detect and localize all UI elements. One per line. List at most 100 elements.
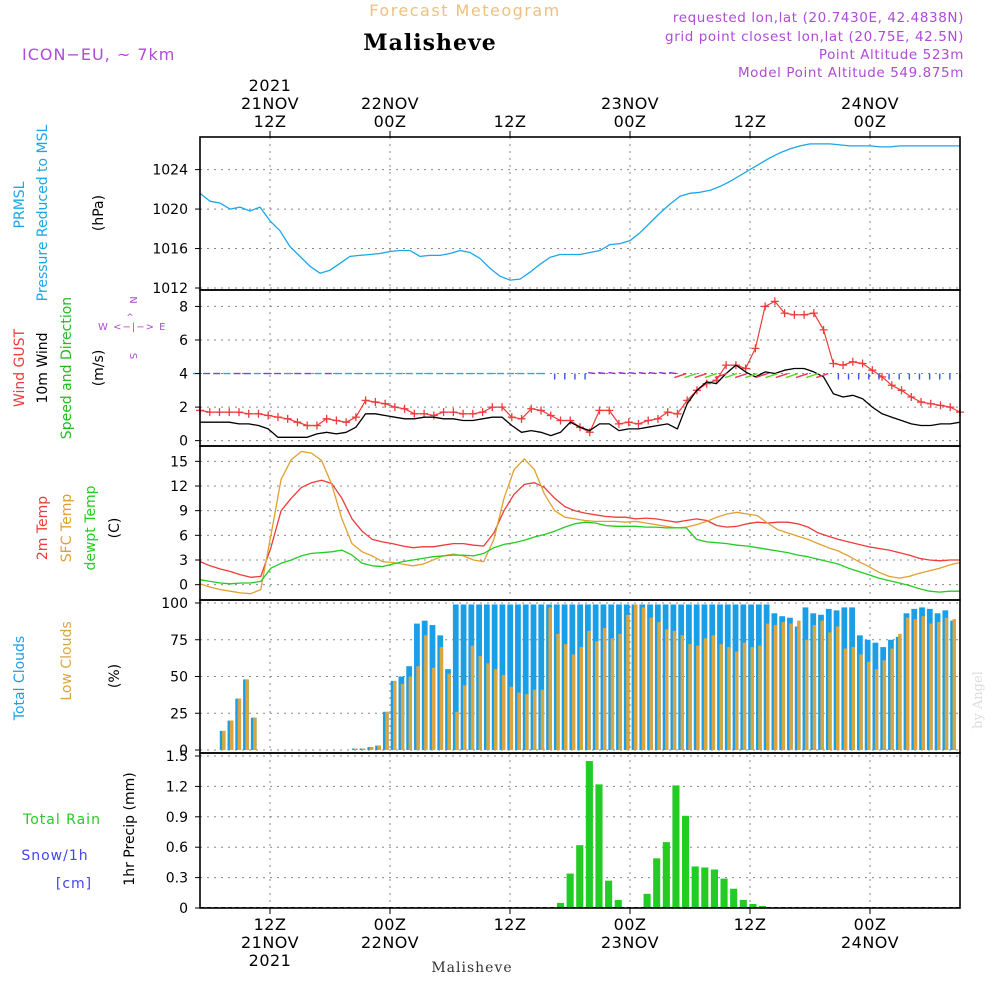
gust-marker [507, 413, 516, 422]
low-cloud-bar [797, 620, 801, 750]
low-cloud-bar [540, 689, 545, 750]
low-cloud-bar [703, 638, 708, 750]
low-clouds-label: Low Clouds [59, 621, 75, 700]
gust-marker [858, 359, 867, 368]
x-tick-label-bottom: 00Z [614, 915, 647, 934]
x-tick-label-bottom: 00Z [374, 915, 407, 934]
y-tick-label: 100 [161, 596, 188, 612]
gust-marker [342, 418, 351, 427]
gust-marker [449, 408, 458, 417]
gust-marker [595, 406, 604, 415]
y-tick-label: 0 [179, 434, 188, 450]
wind-arrow [816, 372, 829, 379]
low-cloud-bar [602, 627, 607, 750]
low-cloud-bar [672, 630, 677, 750]
low-cloud-bar [431, 667, 436, 750]
low-cloud-bar [859, 654, 863, 750]
x-tick-label-bottom: 12Z [734, 915, 767, 934]
gust-marker [332, 416, 341, 425]
clouds-unit-label: (%) [107, 664, 123, 688]
low-cloud-bar [688, 644, 692, 750]
x-tick-label-top: 12Z [734, 112, 767, 131]
gust-marker [361, 396, 370, 405]
low-cloud-bar [665, 629, 669, 750]
low-cloud-bar [525, 694, 529, 750]
low-cloud-bar [867, 661, 871, 750]
gust-marker [527, 404, 536, 413]
gust-marker [400, 404, 409, 413]
label-layer: N S W <−|−> E^ PRMSL Pressure Reduced to MSL… [12, 124, 165, 892]
gust-marker [225, 408, 234, 417]
wind-arrow [765, 372, 778, 379]
gust-marker [264, 411, 273, 420]
compass-south: S [127, 353, 138, 359]
low-cloud-bar [587, 630, 591, 750]
rain-bar [662, 842, 670, 908]
low-cloud-bar [532, 689, 537, 750]
wind-arrow [674, 372, 687, 379]
gust-marker [351, 413, 360, 422]
y-tick-label: 6 [179, 528, 188, 544]
total-cloud-bar [460, 604, 467, 750]
wind-arrow [775, 372, 788, 379]
wind-arrow [745, 372, 758, 379]
rain-bar [758, 905, 767, 908]
y-tick-label: 0 [179, 743, 188, 759]
low-cloud-bar [680, 635, 685, 750]
low-cloud-bar [416, 666, 420, 750]
total-cloud-bar [452, 604, 459, 750]
y-tick-label: 2 [179, 400, 188, 416]
low-cloud-bar [462, 685, 467, 750]
rain-bar [605, 880, 613, 908]
y-tick-label: 75 [170, 633, 188, 649]
low-cloud-bar [758, 645, 762, 750]
gust-marker [848, 357, 857, 366]
low-cloud-bar [470, 645, 475, 750]
low-cloud-bar [361, 748, 366, 750]
precip-unit-label: 1hr Precip (mm) [122, 772, 138, 885]
low-cloud-bar [517, 692, 521, 750]
gust-marker [761, 302, 770, 311]
gust-marker [644, 416, 653, 425]
temp-2m-label: 2m Temp [35, 496, 51, 560]
low-cloud-bar [843, 648, 848, 750]
x-tick-label-top: 00Z [374, 112, 407, 131]
low-cloud-bar [455, 711, 459, 750]
low-cloud-bar [633, 604, 638, 750]
gust-marker [673, 409, 682, 418]
y-tick-label: 8 [179, 299, 188, 315]
wind-arrow [714, 372, 728, 379]
model-label: ICON−EU, ~ 7km [22, 45, 175, 64]
gust-marker [381, 399, 390, 408]
y-tick-label: 25 [170, 706, 188, 722]
x-tick-label-top: 00Z [854, 112, 887, 131]
grid-point-coords: grid point closest lon,lat (20.75E, 42.5… [665, 29, 964, 45]
low-cloud-bar [494, 669, 498, 750]
gust-marker [926, 399, 935, 408]
low-cloud-bar [400, 683, 405, 750]
rain-bar [701, 867, 709, 908]
low-cloud-bar [222, 730, 226, 750]
rain-bar [614, 899, 622, 908]
x-tick-label-top: 12Z [494, 112, 527, 131]
low-cloud-bar [711, 635, 716, 750]
rain-label: Total Rain [22, 812, 101, 828]
2m-temp-line [199, 479, 960, 578]
low-cloud-bar [229, 720, 234, 750]
total-cloud-bar [507, 604, 514, 750]
gust-marker [273, 413, 282, 422]
rain-bar [710, 869, 718, 908]
rain-bar [566, 873, 574, 908]
gust-marker [293, 418, 302, 427]
low-cloud-bar [921, 616, 925, 750]
gust-marker [488, 403, 497, 412]
wind-arrow [669, 371, 677, 375]
low-cloud-bar [874, 669, 879, 750]
low-cloud-bar [447, 673, 451, 750]
gust-marker [790, 310, 799, 319]
wind-arrow [648, 371, 657, 375]
low-cloud-bar [734, 651, 739, 750]
panel-frame [199, 752, 961, 909]
low-cloud-bar [742, 642, 747, 750]
